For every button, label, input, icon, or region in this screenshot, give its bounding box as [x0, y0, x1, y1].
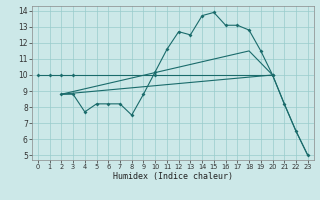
- X-axis label: Humidex (Indice chaleur): Humidex (Indice chaleur): [113, 172, 233, 181]
